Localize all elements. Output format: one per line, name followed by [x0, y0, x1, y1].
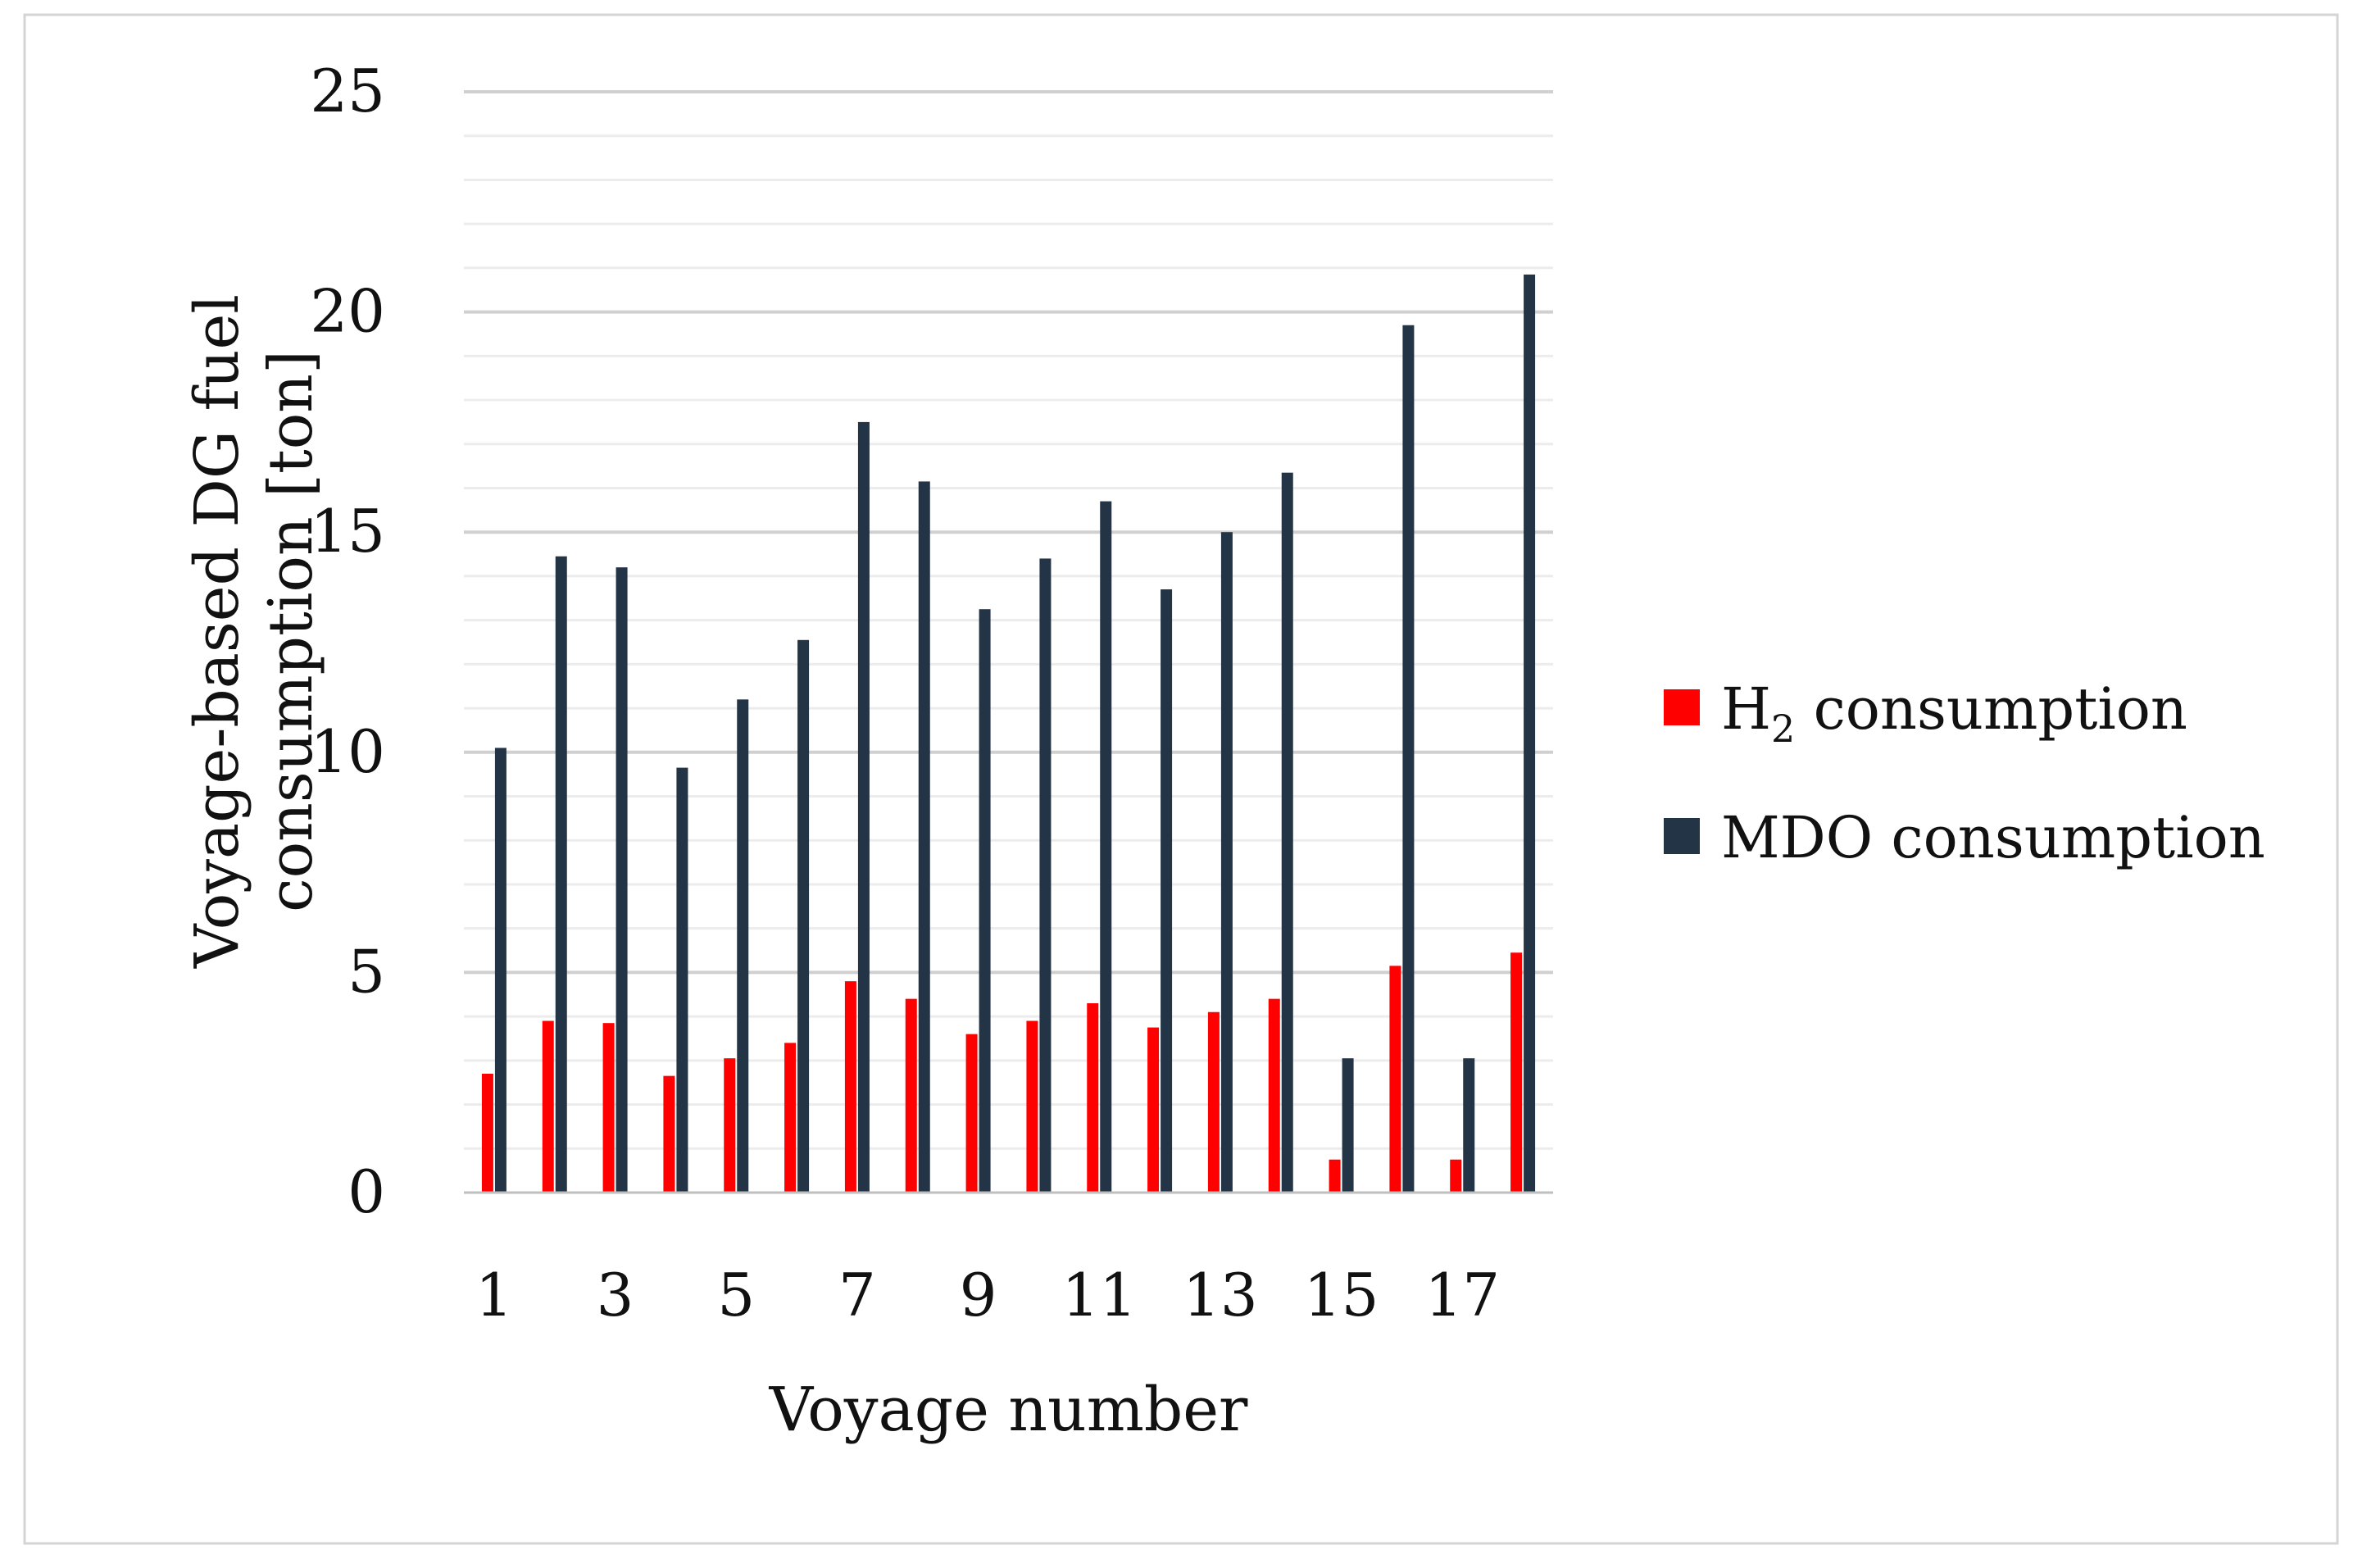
legend-swatch-h2 [1664, 689, 1700, 725]
bar-mdo-voyage-10 [1039, 558, 1052, 1193]
x-tick-label: 7 [838, 1261, 876, 1329]
y-tick-labels: 0 5 10 15 20 25 [310, 57, 385, 1226]
legend-swatch-mdo [1664, 818, 1700, 854]
y-tick-label: 20 [310, 277, 385, 346]
x-tick-label: 1 [475, 1261, 513, 1329]
gridlines [464, 90, 1553, 1150]
x-tick-label: 15 [1304, 1261, 1379, 1329]
y-tick-label: 15 [310, 497, 385, 566]
y-axis-title-line: consumption [ton] [256, 350, 326, 912]
bar-mdo-voyage-7 [857, 421, 870, 1193]
bar-mdo-voyage-4 [676, 767, 688, 1193]
legend: H2 consumption MDO consumption [1664, 675, 2265, 871]
bar-h2-voyage-5 [724, 1058, 736, 1193]
y-axis-title: Voyage-based DG fuelconsumption [ton] [182, 294, 326, 969]
bar-mdo-voyage-5 [737, 699, 749, 1193]
chart-frame [23, 13, 2339, 1545]
bars [481, 274, 1536, 1193]
bar-mdo-voyage-3 [616, 567, 628, 1193]
bar-h2-voyage-7 [844, 981, 856, 1193]
bar-mdo-voyage-1 [494, 748, 506, 1193]
bar-h2-voyage-14 [1268, 998, 1280, 1193]
bar-mdo-voyage-14 [1281, 472, 1293, 1193]
x-axis-title: Voyage number [769, 1375, 1248, 1445]
bar-h2-voyage-16 [1389, 966, 1401, 1193]
bar-h2-voyage-9 [965, 1034, 978, 1193]
bar-mdo-voyage-2 [555, 556, 567, 1193]
legend-label-h2: H2 consumption [1721, 675, 2187, 751]
bar-mdo-voyage-9 [979, 609, 991, 1193]
x-tick-label: 13 [1183, 1261, 1258, 1329]
x-tick-label: 9 [960, 1261, 997, 1329]
bar-h2-voyage-13 [1207, 1011, 1220, 1193]
bar-h2-voyage-6 [784, 1043, 797, 1193]
bar-h2-voyage-4 [663, 1075, 675, 1193]
bar-mdo-voyage-11 [1100, 501, 1112, 1193]
bar-h2-voyage-2 [542, 1020, 554, 1193]
bar-h2-voyage-12 [1147, 1027, 1160, 1193]
x-tick-label: 11 [1061, 1261, 1137, 1329]
x-tick-labels: 1 3 5 7 9 11 13 15 17 [475, 1261, 1500, 1329]
bar-mdo-voyage-13 [1220, 532, 1233, 1193]
y-tick-label: 0 [347, 1157, 385, 1226]
bar-h2-voyage-17 [1450, 1159, 1462, 1193]
bar-mdo-voyage-15 [1342, 1058, 1354, 1193]
bar-h2-voyage-10 [1026, 1020, 1038, 1193]
x-tick-label: 3 [597, 1261, 634, 1329]
bar-h2-voyage-15 [1329, 1159, 1341, 1193]
y-tick-label: 25 [310, 57, 385, 125]
y-tick-label: 5 [347, 937, 385, 1006]
legend-label-mdo: MDO consumption [1721, 804, 2265, 871]
bar-mdo-voyage-17 [1463, 1058, 1475, 1193]
bar-mdo-voyage-18 [1524, 274, 1536, 1193]
bar-h2-voyage-3 [602, 1023, 615, 1193]
bar-mdo-voyage-6 [797, 639, 810, 1193]
x-tick-label: 5 [717, 1261, 755, 1329]
bar-h2-voyage-18 [1510, 952, 1523, 1193]
bar-h2-voyage-1 [481, 1073, 493, 1193]
x-tick-label: 17 [1424, 1261, 1500, 1329]
bar-mdo-voyage-8 [918, 481, 930, 1193]
y-axis-title-line: Voyage-based DG fuel [182, 294, 252, 969]
y-tick-label: 10 [310, 717, 385, 786]
bar-mdo-voyage-16 [1402, 325, 1415, 1193]
bar-h2-voyage-11 [1087, 1003, 1099, 1193]
bar-h2-voyage-8 [905, 998, 917, 1193]
bar-mdo-voyage-12 [1161, 589, 1173, 1193]
